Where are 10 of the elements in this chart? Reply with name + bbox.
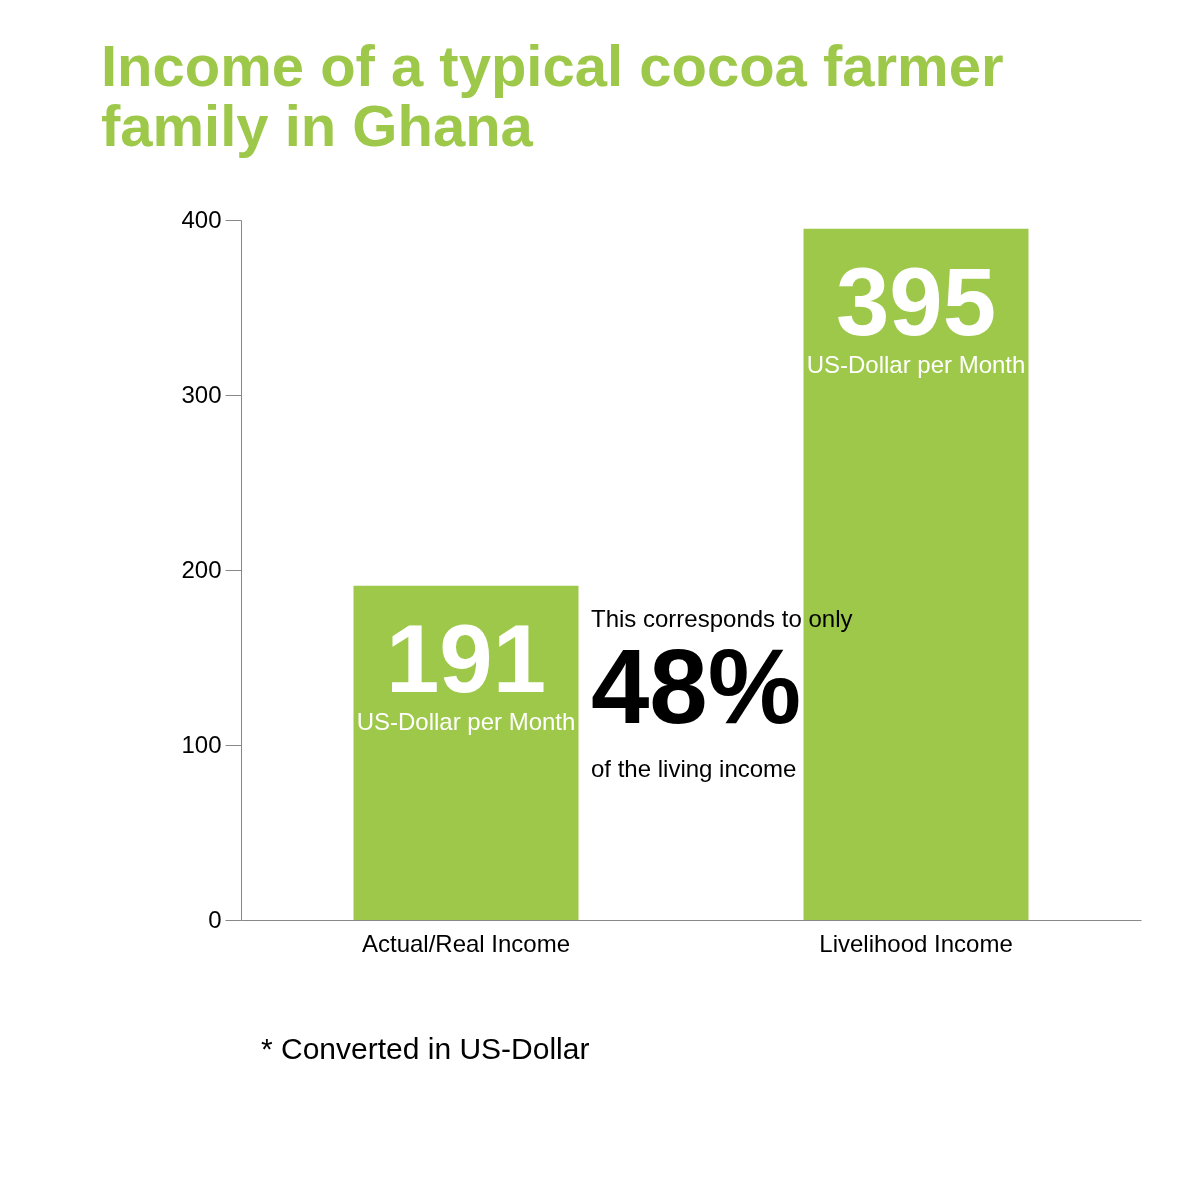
- y-tick-label: 100: [181, 730, 222, 758]
- annotation: of the living income: [591, 755, 797, 782]
- y-tick-label: 0: [208, 905, 222, 933]
- y-tick-label: 300: [181, 380, 222, 408]
- x-tick-label: Actual/Real Income: [361, 929, 571, 957]
- y-tick-label: 400: [181, 205, 222, 233]
- y-tick-label: 200: [181, 555, 222, 583]
- x-tick-label: Livelihood Income: [819, 929, 1013, 957]
- annotation: This corresponds to only: [591, 605, 853, 632]
- text: * Converted in US-Dollar: [261, 1032, 590, 1065]
